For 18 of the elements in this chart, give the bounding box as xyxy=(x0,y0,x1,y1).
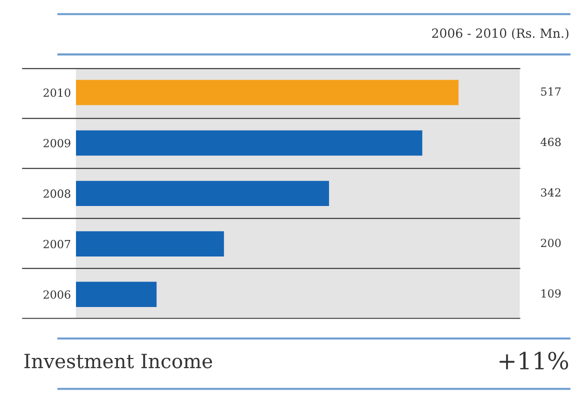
bar xyxy=(76,180,330,206)
data-label: 109 xyxy=(542,289,561,298)
y-tick-label: 2006 xyxy=(44,290,70,299)
bar xyxy=(76,282,157,308)
y-tick-label: 2007 xyxy=(44,240,70,248)
data-label: 342 xyxy=(541,188,560,197)
bar xyxy=(76,130,422,156)
data-label: 200 xyxy=(540,238,561,248)
text: +11% xyxy=(500,352,568,370)
text: Investment Income xyxy=(24,354,212,368)
y-tick-label: 2008 xyxy=(44,189,70,198)
text: 2006 - 2010 (Rs. Mn.) xyxy=(432,28,568,40)
bar xyxy=(76,231,224,257)
y-tick-label: 2010 xyxy=(44,88,70,97)
data-label: 517 xyxy=(541,87,561,96)
bar xyxy=(76,80,459,106)
data-label: 468 xyxy=(540,138,561,146)
y-tick-label: 2009 xyxy=(44,138,70,148)
